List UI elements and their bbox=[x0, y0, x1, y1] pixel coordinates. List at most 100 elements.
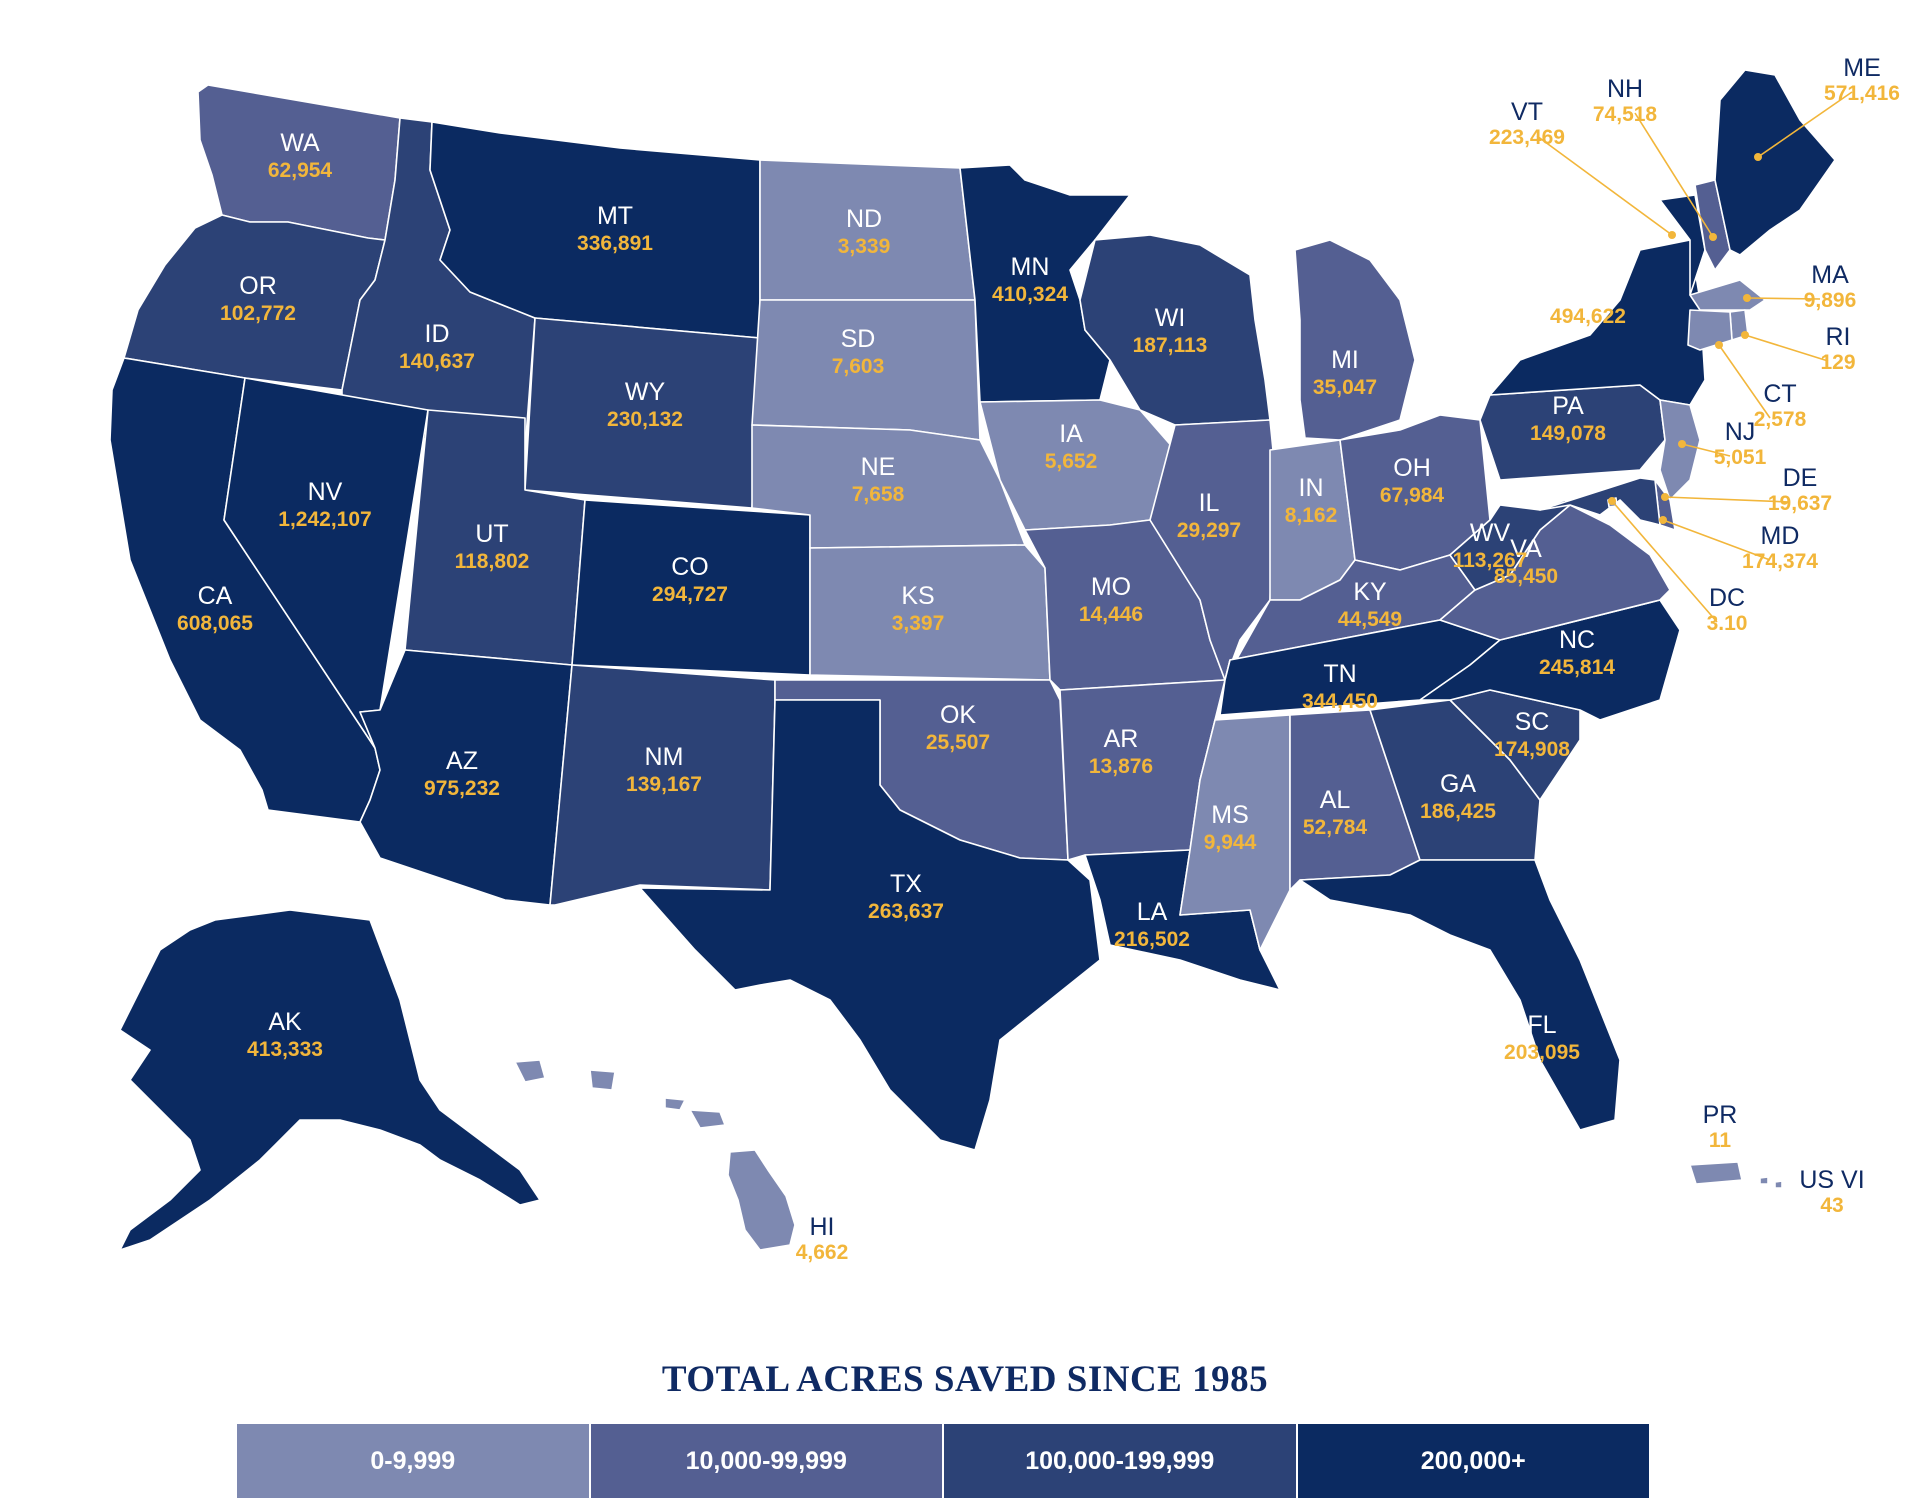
state-acres-sd: 7,603 bbox=[832, 355, 885, 378]
state-abbr-ky: KY bbox=[1353, 578, 1387, 606]
state-abbr-ne: NE bbox=[861, 453, 896, 481]
state-acres-mo: 14,446 bbox=[1079, 603, 1143, 626]
state-abbr-wv: WV bbox=[1470, 519, 1511, 547]
state-acres-vt: 223,469 bbox=[1489, 126, 1565, 149]
legend-range-4: 200,000+ bbox=[1297, 1424, 1649, 1498]
state-acres-id: 140,637 bbox=[399, 350, 475, 373]
state-acres-de: 19,637 bbox=[1768, 492, 1832, 515]
state-shapes bbox=[109, 69, 1836, 1251]
state-abbr-sc: SC bbox=[1515, 708, 1550, 736]
state-acres-fl: 203,095 bbox=[1504, 1041, 1580, 1064]
state-abbr-mi: MI bbox=[1331, 346, 1359, 374]
leader-line-ct bbox=[1718, 344, 1771, 419]
state-abbr-oh: OH bbox=[1393, 454, 1431, 482]
state-acres-ok: 25,507 bbox=[926, 731, 990, 754]
state-abbr-nd: ND bbox=[846, 205, 882, 233]
state-acres-me: 571,416 bbox=[1824, 82, 1900, 105]
state-abbr-mo: MO bbox=[1091, 573, 1131, 601]
leader-line-ri bbox=[1744, 334, 1829, 362]
legend-range-1: 0-9,999 bbox=[237, 1424, 591, 1498]
leader-line-ma bbox=[1746, 297, 1821, 300]
state-acres-ca: 608,065 bbox=[177, 612, 253, 635]
state-acres-ks: 3,397 bbox=[892, 612, 945, 635]
state-acres-la: 216,502 bbox=[1114, 928, 1190, 951]
leader-dot-dc bbox=[1608, 497, 1616, 505]
state-acres-ut: 118,802 bbox=[455, 550, 530, 573]
legend-title: TOTAL ACRES SAVED SINCE 1985 bbox=[661, 1359, 1269, 1400]
state-abbr-al: AL bbox=[1320, 786, 1351, 814]
leader-dot-nj bbox=[1678, 440, 1686, 448]
state-abbr-nh: NH bbox=[1607, 75, 1643, 103]
state-abbr-va: VA bbox=[1510, 535, 1542, 563]
state-abbr-ca: CA bbox=[198, 582, 233, 610]
state-abbr-de: DE bbox=[1783, 464, 1818, 492]
state-acres-sc: 174,908 bbox=[1494, 738, 1570, 761]
state-acres-ar: 13,876 bbox=[1089, 755, 1153, 778]
state-me bbox=[1714, 69, 1836, 256]
legend-bar: 0-9,999 10,000-99,999 100,000-199,999 20… bbox=[237, 1424, 1649, 1498]
state-acres-nh: 74,518 bbox=[1593, 103, 1658, 126]
leader-line-nh bbox=[1634, 112, 1714, 238]
state-abbr-pa: PA bbox=[1552, 392, 1584, 420]
state-abbr-nm: NM bbox=[645, 743, 684, 771]
state-abbr-md: MD bbox=[1761, 522, 1800, 550]
state-acres-ct: 2,578 bbox=[1754, 408, 1807, 431]
state-abbr-nj: NJ bbox=[1725, 418, 1756, 446]
state-abbr-us-vi: US VI bbox=[1799, 1166, 1864, 1194]
state-abbr-az: AZ bbox=[446, 747, 478, 775]
state-acres-mn: 410,324 bbox=[992, 283, 1068, 306]
state-acres-ky: 44,549 bbox=[1338, 608, 1402, 631]
leader-line-md bbox=[1662, 519, 1771, 561]
state-acres-ny: 494,622 bbox=[1550, 305, 1626, 328]
state-abbr-me: ME bbox=[1843, 54, 1881, 82]
state-acres-pr: 11 bbox=[1709, 1129, 1732, 1152]
state-abbr-or: OR bbox=[239, 272, 277, 300]
leader-dot-ma bbox=[1743, 294, 1751, 302]
state-abbr-ak: AK bbox=[268, 1008, 302, 1036]
state-fl bbox=[1299, 859, 1621, 1131]
state-abbr-ny: NY bbox=[1571, 275, 1606, 303]
state-abbr-in: IN bbox=[1299, 474, 1324, 502]
leader-dot-me bbox=[1754, 153, 1762, 161]
state-acres-mt: 336,891 bbox=[577, 232, 653, 255]
state-abbr-mt: MT bbox=[597, 202, 633, 230]
state-abbr-wa: WA bbox=[280, 129, 320, 157]
state-ma bbox=[1689, 279, 1766, 311]
state-acres-wy: 230,132 bbox=[607, 408, 683, 431]
state-abbr-mn: MN bbox=[1011, 253, 1050, 281]
state-md bbox=[1539, 477, 1661, 526]
state-acres-wv: 113,267 bbox=[1453, 549, 1528, 572]
state-abbr-pr: PR bbox=[1703, 1101, 1738, 1129]
leader-dot-md bbox=[1659, 516, 1667, 524]
state-acres-wi: 187,113 bbox=[1133, 334, 1208, 357]
legend-range-2: 10,000-99,999 bbox=[590, 1424, 944, 1498]
state-abbr-nc: NC bbox=[1559, 626, 1595, 654]
state-acres-nd: 3,339 bbox=[838, 235, 891, 258]
state-acres-md: 174,374 bbox=[1742, 550, 1818, 573]
leader-dot-vt bbox=[1668, 231, 1676, 239]
state-acres-ma: 9,896 bbox=[1804, 289, 1857, 312]
state-abbr-ct: CT bbox=[1763, 380, 1796, 408]
state-hi bbox=[514, 1059, 796, 1251]
legend-range-3: 100,000-199,999 bbox=[944, 1424, 1298, 1498]
state-acres-ri: 129 bbox=[1820, 351, 1855, 374]
state-abbr-tn: TN bbox=[1323, 660, 1356, 688]
leader-dot-de bbox=[1661, 493, 1669, 501]
state-nc bbox=[1419, 599, 1681, 721]
state-acres-wa: 62,954 bbox=[268, 159, 333, 182]
state-abbr-la: LA bbox=[1137, 898, 1168, 926]
state-acres-az: 975,232 bbox=[424, 777, 500, 800]
state-abbr-wy: WY bbox=[625, 378, 666, 406]
leader-line-me bbox=[1757, 91, 1853, 158]
state-acres-dc: 3.10 bbox=[1707, 612, 1748, 635]
state-abbr-ia: IA bbox=[1059, 420, 1083, 448]
state-acres-ia: 5,652 bbox=[1045, 450, 1098, 473]
state-abbr-hi: HI bbox=[810, 1213, 835, 1241]
state-acres-nm: 139,167 bbox=[626, 773, 702, 796]
state-acres-co: 294,727 bbox=[652, 583, 728, 606]
state-tx bbox=[639, 699, 1101, 1151]
state-acres-pa: 149,078 bbox=[1530, 422, 1606, 445]
state-acres-ms: 9,944 bbox=[1204, 831, 1257, 854]
state-abbr-ks: KS bbox=[901, 582, 934, 610]
